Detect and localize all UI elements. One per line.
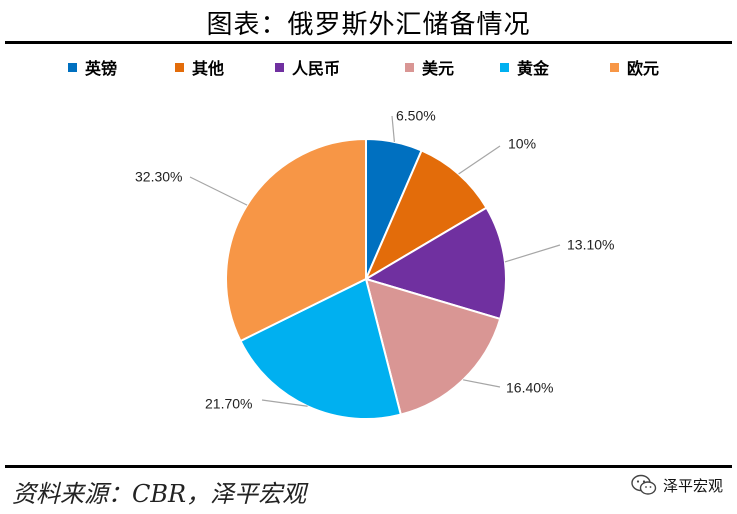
legend-label: 美元	[422, 59, 455, 78]
top-rule	[5, 41, 732, 44]
slice-label: 16.40%	[506, 380, 553, 396]
legend-item: 其他	[175, 55, 224, 79]
legend-item: 人民币	[275, 55, 340, 79]
legend-label: 人民币	[292, 59, 341, 78]
pie-slice	[364, 277, 502, 416]
bottom-rule	[5, 465, 732, 468]
legend-swatch	[68, 62, 77, 72]
legend-label: 其他	[192, 59, 225, 78]
legend-swatch	[610, 62, 619, 72]
slice-label: 10%	[508, 136, 536, 152]
legend-item: 美元	[405, 55, 454, 79]
leader-line	[458, 145, 501, 175]
chart-title: 图表：俄罗斯外汇储备情况	[206, 10, 531, 40]
leader-line	[504, 244, 561, 263]
slice-label: 32.30%	[135, 169, 182, 185]
leader-line	[261, 399, 308, 407]
slice-label: 6.50%	[396, 108, 436, 124]
brand-watermark: 泽平宏观	[631, 474, 723, 496]
legend-label: 黄金	[517, 59, 550, 78]
legend-item: 黄金	[500, 55, 549, 79]
brand-name: 泽平宏观	[662, 476, 723, 495]
leader-line	[462, 379, 501, 388]
wechat-icon	[631, 474, 657, 495]
legend-item: 英镑	[68, 55, 117, 79]
pie-slice	[225, 137, 367, 343]
slice-label: 13.10%	[567, 237, 614, 253]
chart-legend: 英镑 其他 人民币 美元 黄金 欧元	[0, 55, 737, 79]
source-note: 资料来源：CBR，泽平宏观	[12, 480, 307, 508]
leader-line	[391, 115, 395, 142]
legend-swatch	[175, 62, 184, 72]
legend-swatch	[500, 62, 509, 72]
legend-label: 欧元	[627, 59, 660, 78]
leader-line	[189, 176, 248, 206]
legend-swatch	[275, 62, 284, 72]
legend-label: 英镑	[85, 59, 118, 78]
legend-item: 欧元	[610, 55, 659, 79]
slice-label: 21.70%	[205, 396, 252, 412]
legend-swatch	[405, 62, 414, 72]
pie-slice	[363, 149, 488, 282]
